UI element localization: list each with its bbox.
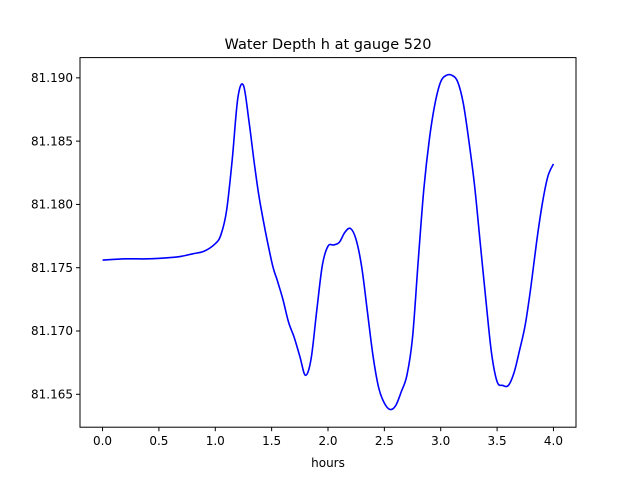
y-tick-label: 81.175 [31, 261, 73, 275]
y-axis-ticks: 81.165 81.170 81.175 81.180 81.185 81.190 [31, 71, 80, 401]
y-tick-label: 81.190 [31, 71, 73, 85]
x-tick-label: 3.5 [488, 434, 507, 448]
x-tick-label: 1.0 [206, 434, 225, 448]
y-tick-label: 81.185 [31, 134, 73, 148]
x-tick-label: 4.0 [544, 434, 563, 448]
plot-lines [102, 73, 555, 411]
x-tick-label: 3.0 [431, 434, 450, 448]
series-line [102, 73, 555, 411]
plot-frame [79, 57, 577, 428]
y-tick-label: 81.165 [31, 387, 73, 401]
x-tick-label: 1.5 [262, 434, 281, 448]
x-tick-label: 2.5 [375, 434, 394, 448]
x-tick-label: 0.0 [93, 434, 112, 448]
y-tick-label: 81.170 [31, 324, 73, 338]
x-tick-label: 2.0 [318, 434, 337, 448]
x-axis-label: hours [311, 456, 345, 470]
x-tick-label: 0.5 [149, 434, 168, 448]
x-axis-ticks: 0.0 0.5 1.0 1.5 2.0 2.5 3.0 3.5 4.0 [93, 427, 563, 448]
y-tick-label: 81.180 [31, 198, 73, 212]
chart-title: Water Depth h at gauge 520 [225, 37, 432, 53]
